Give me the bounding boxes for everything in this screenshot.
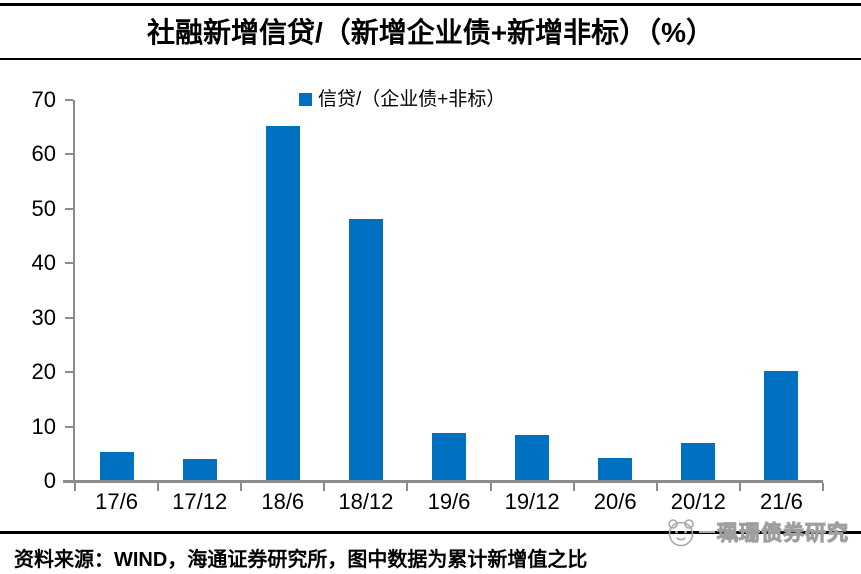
x-axis-tick <box>822 483 824 491</box>
x-axis-tick <box>406 483 409 491</box>
x-axis-tick <box>572 483 575 491</box>
y-axis-tick <box>65 371 73 374</box>
watermark-dash <box>699 531 715 533</box>
x-axis-tick <box>157 483 160 491</box>
bar-17/12 <box>182 459 217 480</box>
x-axis-tick-label: 21/6 <box>760 489 803 514</box>
bottom-border-line <box>0 531 861 534</box>
y-axis-tick-label: 10 <box>31 413 56 439</box>
bar-20/12 <box>681 443 716 480</box>
watermark-text: 珮珊债券研究 <box>717 522 849 546</box>
y-axis-line <box>73 100 75 483</box>
x-axis-tick-label: 17/6 <box>95 489 138 514</box>
x-axis-tick-label: 19/6 <box>427 489 471 514</box>
y-axis-tick <box>65 207 73 210</box>
y-axis-tick <box>65 480 73 482</box>
title-underline <box>0 58 861 60</box>
chart-legend: 信贷/（企业债+非标） <box>299 90 505 109</box>
x-axis-tick <box>323 483 326 491</box>
y-axis-tick-label: 40 <box>31 250 56 276</box>
x-axis-tick <box>489 483 492 491</box>
bar-20/6 <box>598 457 633 480</box>
bar-18/12 <box>348 218 383 480</box>
y-axis-tick-label: 60 <box>31 141 56 167</box>
source-note: 资料来源：WIND，海通证券研究所，图中数据为累计新增值之比 <box>14 549 588 571</box>
x-axis-tick <box>74 483 76 491</box>
legend-marker-square <box>299 93 312 106</box>
legend-label: 信贷/（企业债+非标） <box>318 89 506 110</box>
y-axis-tick-label: 0 <box>43 468 56 493</box>
bar-17/6 <box>99 451 134 480</box>
y-axis-tick <box>65 262 73 265</box>
panda-face-logo-icon <box>668 519 694 547</box>
bar-21/6 <box>764 371 799 480</box>
top-border-line <box>0 3 861 6</box>
y-axis-tick <box>65 153 73 156</box>
x-axis-tick-label: 19/12 <box>504 489 560 514</box>
x-axis-tick <box>738 483 741 491</box>
bar-19/12 <box>515 434 550 480</box>
bar-18/6 <box>265 126 300 480</box>
y-axis-tick-label: 20 <box>31 359 56 385</box>
x-axis-tick-label: 18/6 <box>261 489 305 514</box>
bar-19/6 <box>432 433 466 480</box>
y-axis-tick <box>65 425 73 428</box>
plot-area <box>63 99 824 491</box>
y-axis-tick-label: 30 <box>31 304 56 330</box>
y-axis-tick <box>65 99 73 101</box>
chart-title: 社融新增信贷/（新增企业债+新增非标）（%） <box>146 17 715 48</box>
y-axis-tick-label: 70 <box>31 87 56 112</box>
x-axis-tick <box>655 483 658 491</box>
x-axis-tick-label: 20/6 <box>593 489 637 514</box>
x-axis-tick-label: 18/12 <box>338 489 394 514</box>
x-axis-line <box>63 480 823 483</box>
y-axis-tick <box>65 316 73 319</box>
x-axis-tick-label: 17/12 <box>172 489 228 514</box>
watermark: 珮珊债券研究 <box>664 515 849 549</box>
x-axis-tick <box>240 483 243 491</box>
x-axis-tick-label: 20/12 <box>670 489 726 514</box>
y-axis-tick-label: 50 <box>31 195 56 221</box>
